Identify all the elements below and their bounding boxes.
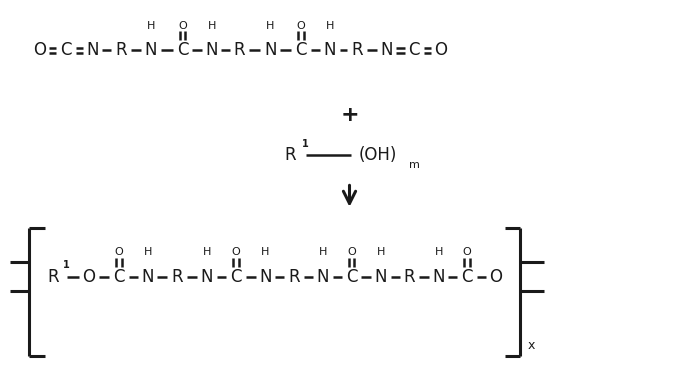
Text: R: R — [352, 41, 363, 59]
Text: +: + — [340, 105, 359, 126]
Text: C: C — [60, 41, 72, 59]
Text: N: N — [201, 268, 213, 286]
Text: m: m — [409, 161, 419, 170]
Text: C: C — [346, 268, 357, 286]
Text: N: N — [375, 268, 387, 286]
Text: R: R — [48, 268, 59, 286]
Text: H: H — [266, 21, 274, 31]
Text: O: O — [82, 268, 96, 286]
Text: C: C — [408, 41, 420, 59]
Text: O: O — [347, 247, 356, 257]
Text: O: O — [434, 41, 447, 59]
Text: R: R — [171, 268, 182, 286]
Text: H: H — [435, 247, 442, 257]
Text: H: H — [147, 21, 155, 31]
Text: N: N — [317, 268, 329, 286]
Text: O: O — [231, 247, 240, 257]
Text: N: N — [324, 41, 336, 59]
Text: O: O — [489, 268, 502, 286]
Text: N: N — [433, 268, 445, 286]
Text: H: H — [143, 247, 152, 257]
Text: N: N — [259, 268, 271, 286]
Text: O: O — [33, 41, 46, 59]
Text: x: x — [528, 339, 535, 352]
Text: N: N — [206, 41, 218, 59]
Text: C: C — [230, 268, 242, 286]
Text: H: H — [208, 21, 216, 31]
Text: C: C — [295, 41, 307, 59]
Text: C: C — [177, 41, 188, 59]
Text: C: C — [113, 268, 125, 286]
Text: H: H — [261, 247, 269, 257]
Text: N: N — [380, 41, 393, 59]
Text: H: H — [203, 247, 211, 257]
Text: N: N — [264, 41, 276, 59]
Text: N: N — [87, 41, 99, 59]
Text: H: H — [377, 247, 385, 257]
Text: 1: 1 — [301, 139, 308, 149]
Text: N: N — [141, 268, 154, 286]
Text: R: R — [288, 268, 300, 286]
Text: R: R — [284, 146, 296, 164]
Text: H: H — [319, 247, 327, 257]
Text: R: R — [115, 41, 127, 59]
Text: O: O — [178, 21, 187, 31]
Text: R: R — [403, 268, 415, 286]
Text: H: H — [326, 21, 334, 31]
Text: N: N — [145, 41, 157, 59]
Text: (OH): (OH) — [358, 146, 396, 164]
Text: R: R — [233, 41, 245, 59]
Text: C: C — [461, 268, 473, 286]
Text: O: O — [296, 21, 305, 31]
Text: 1: 1 — [63, 260, 69, 270]
Text: O: O — [115, 247, 124, 257]
Text: O: O — [463, 247, 472, 257]
